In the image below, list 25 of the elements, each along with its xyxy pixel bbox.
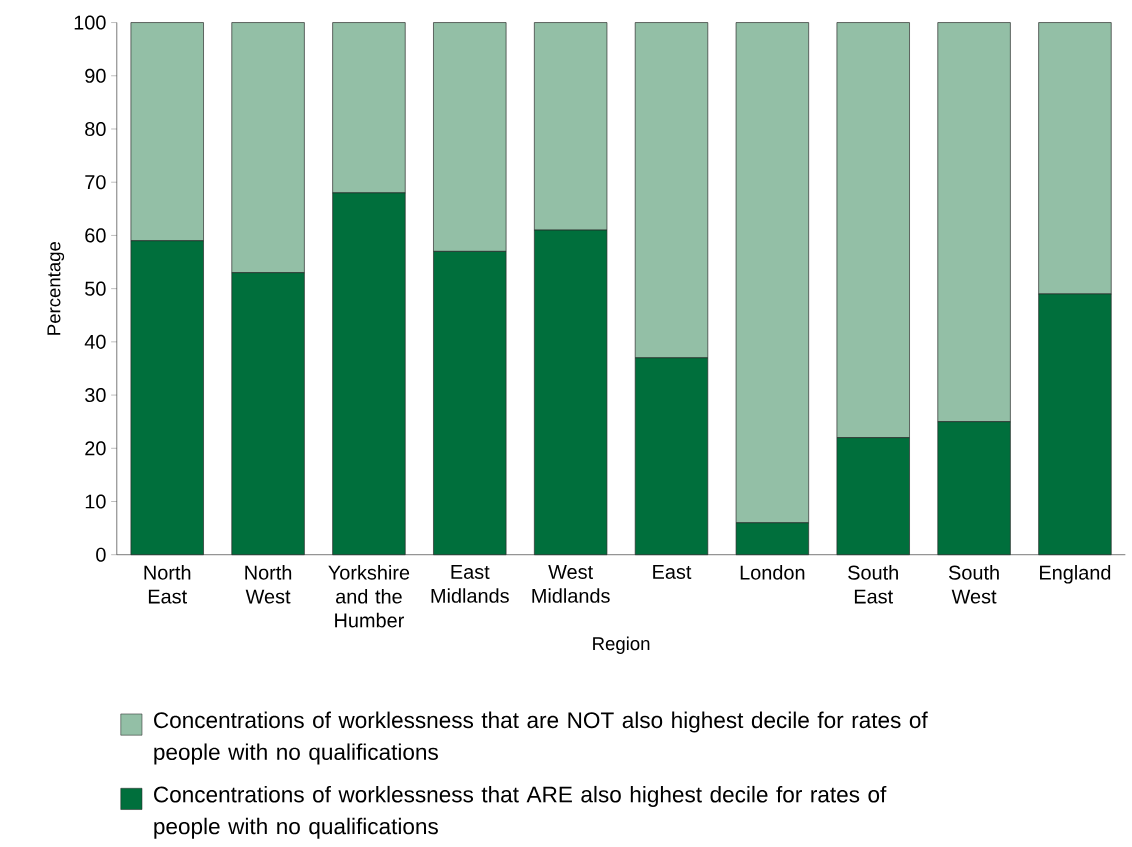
y-tick-label: 80 [85,122,106,137]
x-tick-label: London [740,565,805,580]
x-tick-label: South East [848,565,898,604]
y-tick-label: 40 [84,334,106,350]
y-tick-label: 10 [85,494,106,509]
x-tick-label: East [653,565,692,580]
y-tick-label: 100 [74,15,106,30]
y-axis-title: Percentage [47,242,65,335]
x-tick-label: South West [948,565,999,604]
y-tick-label: 30 [85,388,106,403]
x-tick-label: North West [245,565,292,604]
y-tick-label: 0 [96,547,106,562]
y-tick-label: 70 [85,175,106,190]
legend-label: Concentrations of worklessness that are NOT also highest decile for rates of people with no qualifications [154,711,928,765]
x-tick-label: East Midlands [431,565,509,603]
y-tick-label: 60 [85,228,106,243]
x-axis-title: Region [593,636,650,655]
y-tick-label: 50 [85,281,106,296]
y-tick-label: 20 [85,441,106,456]
x-tick-label: West Midlands [532,565,610,603]
x-tick-label: Yorkshire and the Humber [328,565,410,628]
x-tick-label: North East [144,565,191,604]
legend-label: Concentrations of worklessness that ARE also highest decile for rates of people with no qualifications [154,786,887,839]
x-tick-label: England [1040,565,1111,584]
y-tick-label: 90 [85,68,106,83]
